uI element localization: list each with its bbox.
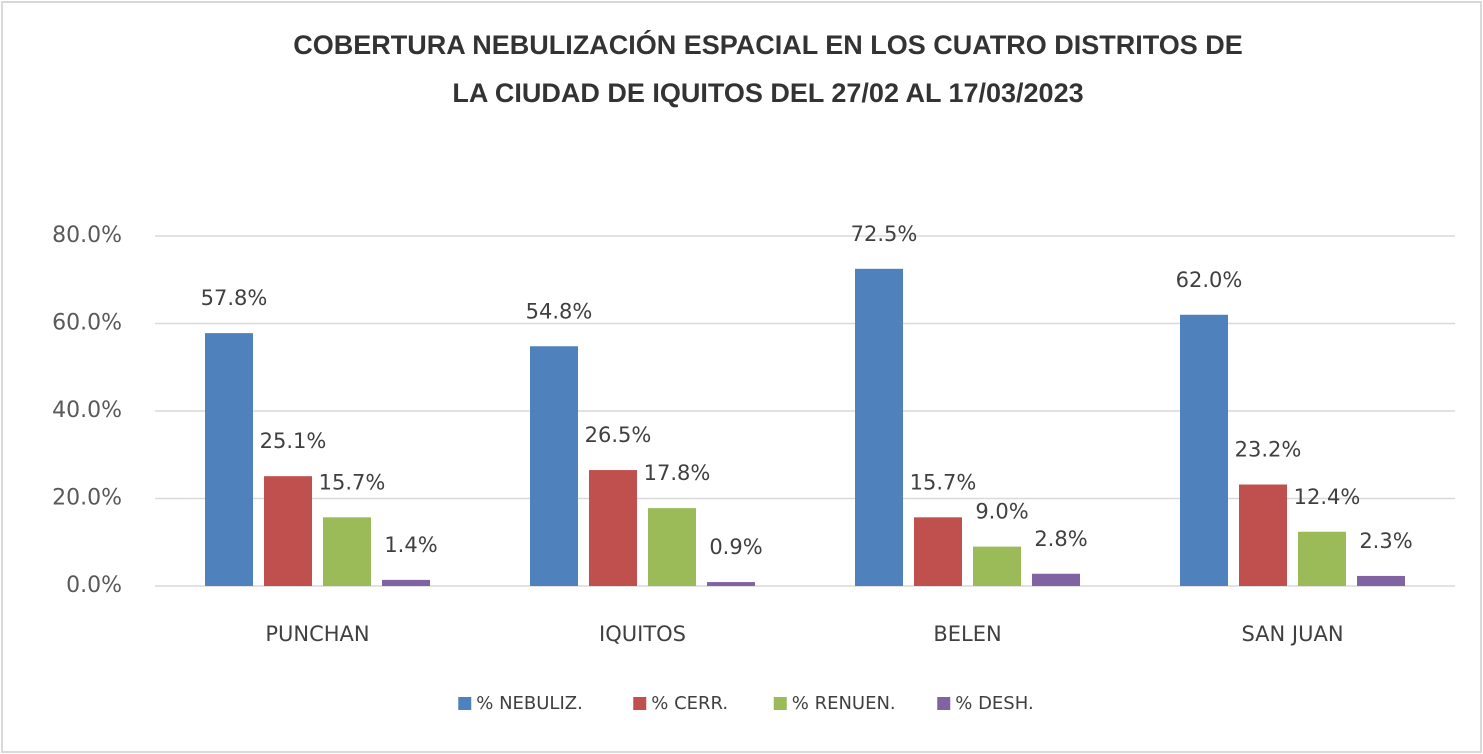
legend-swatch bbox=[458, 697, 472, 710]
bar bbox=[914, 517, 962, 586]
value-label: 72.5% bbox=[851, 222, 918, 246]
y-tick-label: 60.0% bbox=[52, 311, 122, 336]
legend-label: % NEBULIZ. bbox=[476, 693, 583, 714]
y-tick-label: 20.0% bbox=[52, 486, 122, 511]
y-tick-label: 40.0% bbox=[52, 398, 122, 423]
value-label: 26.5% bbox=[585, 423, 652, 447]
bar bbox=[973, 546, 1021, 586]
bar bbox=[530, 346, 578, 586]
x-tick-label: IQUITOS bbox=[599, 622, 686, 646]
value-label: 2.3% bbox=[1359, 529, 1412, 553]
value-label: 9.0% bbox=[975, 500, 1028, 524]
y-tick-label: 0.0% bbox=[66, 573, 122, 598]
legend-label: % RENUEN. bbox=[792, 693, 896, 714]
value-label: 12.4% bbox=[1294, 485, 1361, 509]
chart-title: LA CIUDAD DE IQUITOS DEL 27/02 AL 17/03/… bbox=[452, 78, 1083, 108]
legend-swatch bbox=[633, 697, 647, 710]
legend-label: % CERR. bbox=[651, 693, 728, 714]
legend-swatch bbox=[773, 697, 787, 710]
bar bbox=[1298, 531, 1346, 586]
bar bbox=[1357, 575, 1405, 586]
value-label: 57.8% bbox=[201, 286, 268, 310]
x-tick-label: BELEN bbox=[933, 622, 1001, 646]
value-label: 2.8% bbox=[1034, 527, 1087, 551]
bar bbox=[323, 517, 371, 586]
bar bbox=[382, 579, 430, 586]
value-label: 25.1% bbox=[260, 429, 327, 453]
value-label: 54.8% bbox=[526, 299, 593, 323]
legend-label: % DESH. bbox=[955, 693, 1033, 714]
value-label: 17.8% bbox=[644, 461, 711, 485]
bar bbox=[707, 582, 755, 586]
bar bbox=[1239, 484, 1287, 586]
value-label: 15.7% bbox=[319, 470, 386, 494]
bar bbox=[1032, 573, 1080, 586]
chart-title: COBERTURA NEBULIZACIÓN ESPACIAL EN LOS C… bbox=[293, 29, 1243, 60]
value-label: 1.4% bbox=[384, 533, 437, 557]
x-tick-label: PUNCHAN bbox=[265, 622, 369, 646]
value-label: 23.2% bbox=[1235, 438, 1302, 462]
bar bbox=[205, 333, 253, 586]
x-tick-label: SAN JUAN bbox=[1241, 622, 1343, 646]
bar bbox=[264, 476, 312, 586]
bar bbox=[855, 268, 903, 586]
bar bbox=[589, 470, 637, 586]
bar bbox=[648, 508, 696, 586]
y-tick-label: 80.0% bbox=[52, 223, 122, 248]
value-label: 62.0% bbox=[1176, 268, 1243, 292]
bar bbox=[1180, 314, 1228, 586]
legend-swatch bbox=[937, 697, 951, 710]
value-label: 0.9% bbox=[709, 535, 762, 559]
value-label: 15.7% bbox=[910, 470, 977, 494]
